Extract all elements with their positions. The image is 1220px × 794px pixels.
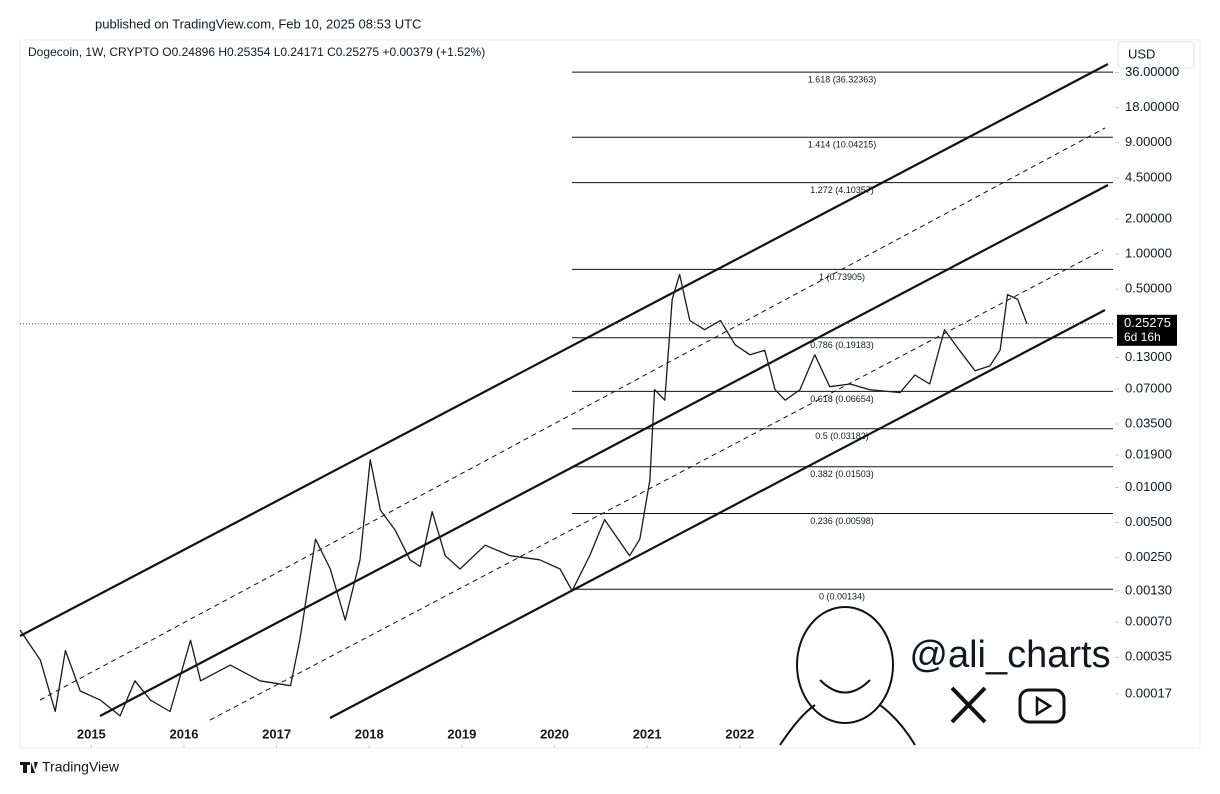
- x-tick-label: 2021: [633, 726, 662, 741]
- fib-label: 0.236 (0.00598): [810, 516, 874, 526]
- x-tick-label: 2017: [262, 726, 291, 741]
- x-tick-label: 2020: [540, 726, 569, 741]
- fib-label: 1.272 (4.10357): [810, 185, 874, 195]
- legend: Dogecoin, 1W, CRYPTO O0.24896 H0.25354 L…: [28, 45, 485, 59]
- y-tick-label: 0.07000: [1125, 380, 1172, 395]
- currency-box: [1117, 41, 1195, 69]
- x-tick-label: 2022: [725, 726, 754, 741]
- channel-line: [99, 184, 1109, 717]
- channel-line: [209, 249, 1104, 721]
- y-tick-label: 0.00500: [1125, 514, 1172, 529]
- shoulders: [779, 704, 916, 746]
- youtube-icon: [1018, 688, 1066, 724]
- smile: [819, 679, 871, 694]
- x-tick-label: 2018: [355, 726, 384, 741]
- fib-label: 0.618 (0.06654): [810, 394, 874, 404]
- price-label: 0.25275: [1124, 315, 1171, 330]
- fib-label: 1.618 (36.32363): [808, 74, 877, 84]
- x-tick-label: 2016: [170, 726, 199, 741]
- footer: TradingView: [42, 759, 120, 775]
- price-box: [1117, 314, 1177, 346]
- watermark-art: [779, 606, 1066, 746]
- y-tick-label: 0.00130: [1125, 582, 1172, 597]
- face: [796, 606, 894, 724]
- frame: [19, 39, 1201, 749]
- fib-label: 0 (0.00134): [819, 592, 865, 602]
- price-line: [19, 273, 1028, 717]
- y-tick-label: 1.00000: [1125, 246, 1172, 261]
- y-tick-label: 0.01000: [1125, 479, 1172, 494]
- y-tick-label: 0.01900: [1125, 446, 1172, 461]
- x-tick-label: 2015: [77, 726, 106, 741]
- logo: [20, 762, 38, 773]
- y-tick-label: 18.00000: [1125, 99, 1179, 114]
- channels: [19, 63, 1109, 721]
- fib-label: 0.5 (0.03182): [815, 431, 869, 441]
- y-tick-label: 0.03500: [1125, 415, 1172, 430]
- y-tick-label: 0.00250: [1125, 549, 1172, 564]
- channel-line: [39, 127, 1106, 701]
- watermark: @ali_charts: [909, 634, 1110, 676]
- fib-label: 1 (0.73905): [819, 272, 865, 282]
- currency: USD: [1128, 46, 1155, 61]
- y-tick-label: 9.00000: [1125, 134, 1172, 149]
- countdown: 6d 16h: [1124, 330, 1161, 344]
- x-tick-label: 2019: [447, 726, 476, 741]
- header: published on TradingView.com, Feb 10, 20…: [95, 16, 421, 31]
- channel-line: [329, 309, 1106, 719]
- y-tick-label: 0.50000: [1125, 281, 1172, 296]
- y-tick-label: 36.00000: [1125, 64, 1179, 79]
- y-tick-label: 0.13000: [1125, 349, 1172, 364]
- y-tick-label: 0.00017: [1125, 685, 1172, 700]
- channel-line: [19, 63, 1109, 637]
- fib-label: 0.382 (0.01503): [810, 469, 874, 479]
- x-icon: [950, 686, 987, 724]
- fib-label: 0.786 (0.19183): [810, 340, 874, 350]
- y-tick-label: 0.00070: [1125, 614, 1172, 629]
- play-icon: [1035, 695, 1053, 717]
- y-tick-label: 4.50000: [1125, 169, 1172, 184]
- fib-label: 1.414 (10.04215): [808, 140, 877, 150]
- y-tick-label: 0.00035: [1125, 649, 1172, 664]
- y-tick-label: 2.00000: [1125, 210, 1172, 225]
